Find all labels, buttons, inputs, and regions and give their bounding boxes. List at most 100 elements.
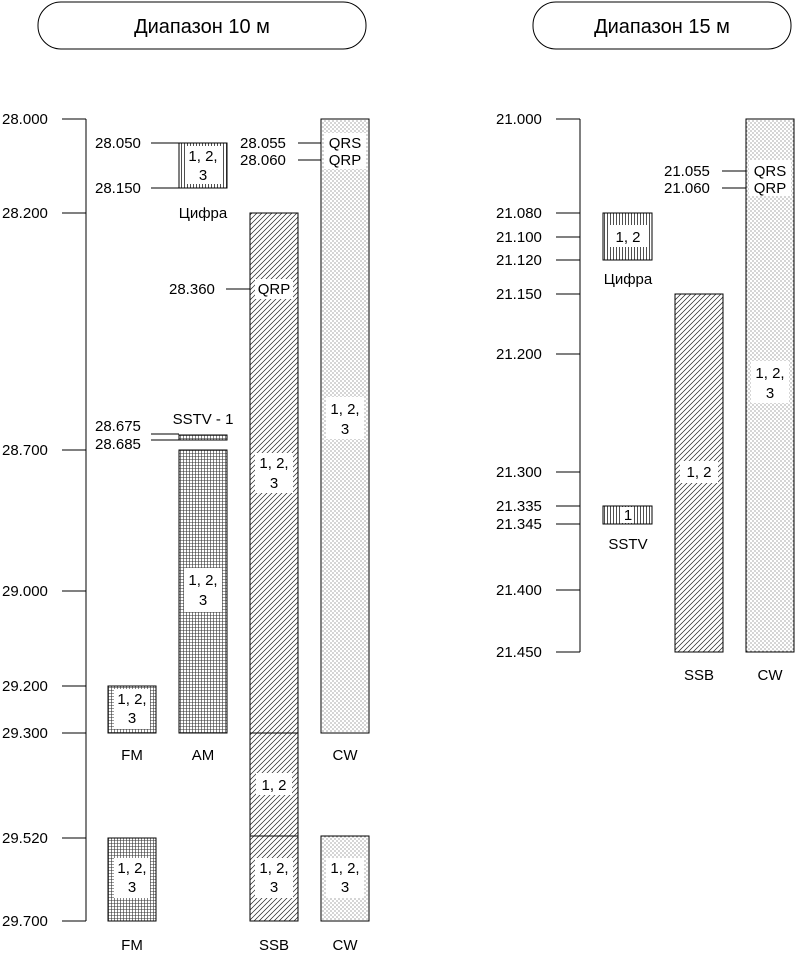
block-label: 3 (199, 167, 207, 184)
svg-text:21.000: 21.000 (496, 111, 542, 128)
marker-text: QRS (329, 135, 362, 152)
title-pill (532, 1, 792, 50)
block-label: 1, 2 (615, 229, 640, 246)
axis-tick: 21.100 (496, 229, 580, 246)
svg-text:29.520: 29.520 (2, 830, 48, 847)
axis-tick: 21.400 (496, 582, 580, 599)
digital-block: 1, 2 Цифра (602, 212, 653, 288)
panel-10m: Диапазон 10 м 28.000 28.200 28.700 29.00… (2, 1, 370, 954)
block-label: 1, 2 (261, 777, 286, 794)
cw-block: 1, 2, 3 CW (320, 835, 370, 954)
panel-15m: Диапазон 15 м 21.000 21.080 21.100 21.12… (496, 1, 795, 684)
ssb-block: 1, 2 (249, 732, 299, 837)
svg-text:21.345: 21.345 (496, 516, 542, 533)
block-label: 1 (624, 507, 632, 524)
marker-freq: 28.150 (95, 180, 141, 197)
am-block: 1, 2, 3 AM (178, 449, 228, 764)
marker-freq: 21.060 (664, 180, 710, 197)
axis-tick: 21.080 (496, 205, 580, 222)
block-label: 1, 2, (117, 691, 146, 708)
ssb-block: 1, 2, 3 SSB (249, 835, 299, 954)
axis-tick: 21.150 (496, 286, 580, 303)
svg-text:29.000: 29.000 (2, 583, 48, 600)
marker-freq: 28.055 (240, 135, 286, 152)
block-label: 3 (128, 879, 136, 896)
axis-tick: 21.120 (496, 252, 580, 269)
block-label: 3 (199, 592, 207, 609)
marker-text: QRP (329, 152, 362, 169)
axis-tick: 28.000 (2, 111, 86, 128)
ssb-block: 1, 2, 3 28.360 QRP (169, 212, 299, 734)
svg-text:21.120: 21.120 (496, 252, 542, 269)
svg-text:29.700: 29.700 (2, 913, 48, 930)
svg-text:21.150: 21.150 (496, 286, 542, 303)
axis-tick: 21.345 (496, 516, 580, 533)
block-label: 3 (341, 879, 349, 896)
block-caption: SSTV - 1 (173, 411, 234, 428)
marker-freq: 28.360 (169, 281, 215, 298)
svg-text:21.450: 21.450 (496, 644, 542, 661)
svg-text:21.300: 21.300 (496, 464, 542, 481)
marker-freq: 28.675 (95, 418, 141, 435)
axis-tick: 29.300 (2, 725, 86, 742)
panel-title: Диапазон 10 м (134, 16, 270, 38)
axis-tick: 29.000 (2, 583, 86, 600)
axis-tick: 21.450 (496, 644, 580, 661)
block-caption: FM (121, 937, 143, 954)
svg-text:29.300: 29.300 (2, 725, 48, 742)
axis-tick: 28.200 (2, 205, 86, 222)
axis-tick: 29.520 (2, 830, 86, 847)
marker-text: QRS (754, 163, 787, 180)
fm-block: 1, 2, 3 FM (107, 837, 157, 954)
digital-block: 1, 2, 3 28.050 28.150 Цифра (95, 135, 228, 222)
marker-freq: 28.685 (95, 436, 141, 453)
svg-text:28.700: 28.700 (2, 442, 48, 459)
marker-freq: 28.050 (95, 135, 141, 152)
block-label: 3 (766, 385, 774, 402)
marker-text: QRP (754, 180, 787, 197)
svg-text:21.400: 21.400 (496, 582, 542, 599)
block-caption: SSTV (608, 536, 647, 553)
block-label: 3 (128, 710, 136, 727)
block-label: 1, 2, (259, 455, 288, 472)
axis-tick: 21.000 (496, 111, 580, 128)
block-label: 1, 2 (686, 464, 711, 481)
svg-text:29.200: 29.200 (2, 678, 48, 695)
block-label: 3 (270, 879, 278, 896)
block-caption: CW (758, 667, 784, 684)
block-caption: CW (333, 937, 359, 954)
axis-tick: 29.200 (2, 678, 86, 695)
sstv-block: 1 SSTV (602, 505, 653, 553)
marker-freq: 21.055 (664, 163, 710, 180)
svg-text:28.200: 28.200 (2, 205, 48, 222)
panel-title: Диапазон 15 м (594, 16, 730, 38)
svg-text:21.080: 21.080 (496, 205, 542, 222)
axis-tick: 29.700 (2, 913, 86, 930)
block-label: 1, 2, (755, 365, 784, 382)
axis-tick: 28.700 (2, 442, 86, 459)
block-caption: Цифра (604, 271, 653, 288)
block-caption: AM (192, 747, 215, 764)
block-caption: FM (121, 747, 143, 764)
block-label: 3 (341, 421, 349, 438)
cw-block: 21.055 21.060 QRS QRP 1, 2, 3 CW (664, 118, 795, 684)
svg-text:21.100: 21.100 (496, 229, 542, 246)
block-label: 1, 2, (188, 148, 217, 165)
marker-freq: 28.060 (240, 152, 286, 169)
fm-block: 1, 2, 3 FM (107, 685, 157, 764)
svg-text:21.200: 21.200 (496, 346, 542, 363)
block-label: 1, 2, (188, 572, 217, 589)
svg-text:28.000: 28.000 (2, 111, 48, 128)
marker-text: QRP (258, 281, 291, 298)
block-label: 1, 2, (117, 860, 146, 877)
block-caption: SSB (259, 937, 289, 954)
block-caption: CW (333, 747, 359, 764)
ssb-block: 1, 2 SSB (674, 293, 724, 684)
sstv-block: SSTV - 1 28.675 28.685 (95, 411, 233, 453)
block-label: 1, 2, (259, 860, 288, 877)
cw-block: 28.055 28.060 QRS QRP 1, 2, 3 CW (240, 118, 370, 764)
block-caption: Цифра (179, 205, 228, 222)
block-label: 3 (270, 475, 278, 492)
